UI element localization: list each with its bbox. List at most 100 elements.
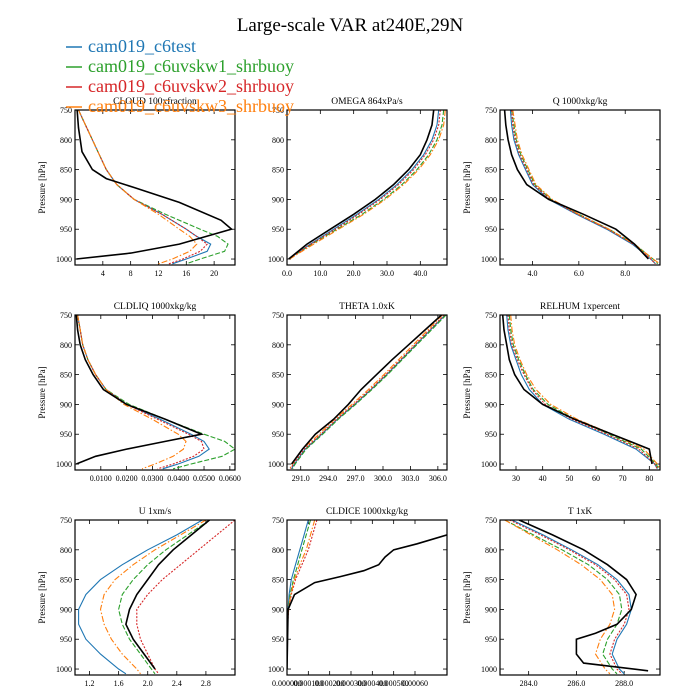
x-tick-label: 0.000000 <box>272 679 302 688</box>
series-line-3 <box>77 315 205 470</box>
x-tick-label: 297.0 <box>347 474 365 483</box>
panel-title: OMEGA 864xPa/s <box>331 97 403 107</box>
series-line-1 <box>291 315 446 470</box>
y-tick-label: 850 <box>60 166 72 175</box>
y-tick-label: 850 <box>485 371 497 380</box>
panel-title: THETA 1.0xK <box>339 302 395 312</box>
series-group <box>289 315 447 470</box>
series-line-3 <box>511 110 656 265</box>
series-line-3 <box>509 520 630 675</box>
y-tick-label: 1000 <box>268 460 284 469</box>
series-line-1 <box>288 110 440 260</box>
panel-8: T 1xK Pressure [hPa] 750 800 850 900 950 1000 28… <box>462 507 661 688</box>
series-line-3 <box>507 315 658 470</box>
legend-label: cam019_c6uvskw2_shrbuoy <box>88 76 294 96</box>
plot-frame <box>286 314 448 471</box>
y-tick-label: 750 <box>272 311 284 320</box>
x-tick-label: 2.0 <box>143 679 153 688</box>
y-tick-label: 1000 <box>481 460 497 469</box>
x-tick-label: 4.0 <box>527 269 537 278</box>
panels: CLOUD 100xfraction Pressure [hPa] 750 800 85… <box>37 96 661 688</box>
y-axis-label: Pressure [hPa] <box>37 366 47 418</box>
series-line-4 <box>99 520 207 675</box>
series-line-3 <box>288 110 441 260</box>
y-axis-label: Pressure [hPa] <box>462 366 472 418</box>
series-line-2 <box>292 315 447 470</box>
series-line-4 <box>289 315 443 470</box>
y-tick-label: 750 <box>60 516 72 525</box>
y-tick-label: 1000 <box>481 255 497 264</box>
legend-label: cam019_c6uvskw1_shrbuoy <box>88 56 294 76</box>
obs-line <box>518 520 649 672</box>
y-tick-label: 950 <box>485 635 497 644</box>
y-axis-label: Pressure [hPa] <box>37 571 47 623</box>
panel-title: T 1xK <box>568 507 593 517</box>
series-line-2 <box>504 520 623 675</box>
x-tick-label: 0.000300 <box>336 679 366 688</box>
series-line-1 <box>511 520 632 675</box>
y-tick-label: 1000 <box>56 665 72 674</box>
y-tick-label: 1000 <box>56 460 72 469</box>
legend-label: cam019_c6test <box>88 36 196 56</box>
x-tick-label: 1.6 <box>114 679 124 688</box>
x-tick-label: 0.0200 <box>116 474 138 483</box>
x-tick-label: 10.0 <box>313 269 327 278</box>
obs-line <box>290 315 443 465</box>
x-tick-label: 16 <box>182 269 190 278</box>
y-tick-label: 750 <box>485 106 497 115</box>
y-tick-label: 850 <box>272 576 284 585</box>
y-tick-label: 950 <box>60 430 72 439</box>
x-tick-label: 303.0 <box>401 474 419 483</box>
y-tick-label: 800 <box>485 341 497 350</box>
x-tick-label: 80 <box>645 474 653 483</box>
y-tick-label: 750 <box>485 516 497 525</box>
x-tick-label: 70 <box>619 474 627 483</box>
y-tick-label: 800 <box>485 546 497 555</box>
y-tick-label: 900 <box>485 400 497 409</box>
series-group <box>78 520 235 675</box>
plot-frame <box>499 519 661 676</box>
y-tick-label: 800 <box>272 546 284 555</box>
panel-title: CLOUD 100xfraction <box>113 96 197 107</box>
y-axis-label: Pressure [hPa] <box>37 161 47 213</box>
panel-0: CLOUD 100xfraction Pressure [hPa] 750 800 85… <box>37 96 236 278</box>
y-tick-label: 950 <box>485 430 497 439</box>
plot-frame <box>74 314 236 471</box>
series-line-1 <box>506 315 658 470</box>
series-line-4 <box>289 110 446 260</box>
obs-line <box>75 315 205 465</box>
y-tick-label: 750 <box>272 516 284 525</box>
plot-frame <box>499 109 661 266</box>
obs-line <box>76 110 234 260</box>
x-tick-label: 284.0 <box>520 679 538 688</box>
x-tick-label: 60 <box>592 474 600 483</box>
panel-title: Q 1000xkg/kg <box>553 97 608 107</box>
series-line-3 <box>136 520 235 675</box>
x-tick-label: 40.0 <box>413 269 427 278</box>
series-line-1 <box>509 110 656 265</box>
y-tick-label: 1000 <box>268 255 284 264</box>
series-line-4 <box>287 520 316 669</box>
x-tick-label: 2.4 <box>172 679 182 688</box>
y-tick-label: 850 <box>60 576 72 585</box>
y-tick-label: 800 <box>272 341 284 350</box>
obs-line <box>287 534 447 670</box>
y-tick-label: 800 <box>60 136 72 145</box>
x-tick-label: 20 <box>210 269 218 278</box>
series-line-1 <box>78 520 203 675</box>
y-tick-label: 950 <box>272 635 284 644</box>
x-tick-label: 50 <box>565 474 573 483</box>
x-tick-label: 20.0 <box>347 269 361 278</box>
x-tick-label: 12 <box>154 269 162 278</box>
panel-5: RELHUM 1xpercent Pressure [hPa] 750 800 850 9… <box>462 302 661 483</box>
y-axis-label: Pressure [hPa] <box>462 571 472 623</box>
series-line-2 <box>511 110 659 265</box>
panel-6: U 1xm/s Pressure [hPa] 750 800 850 900 950 1000… <box>37 507 236 688</box>
x-tick-label: 0.0500 <box>193 474 215 483</box>
obs-line <box>288 110 435 260</box>
y-tick-label: 900 <box>60 605 72 614</box>
x-tick-label: 0.000100 <box>293 679 323 688</box>
series-group <box>504 520 649 675</box>
x-tick-label: 0.0300 <box>141 474 163 483</box>
